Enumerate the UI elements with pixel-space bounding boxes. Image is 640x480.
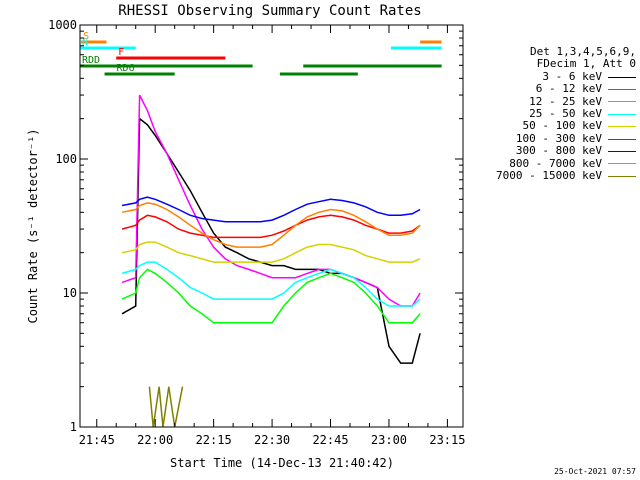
legend-entry-label: 25 - 50 keV [529, 107, 602, 121]
legend-swatch [608, 126, 636, 128]
legend-swatch [608, 88, 636, 90]
series-line-7 [121, 196, 421, 223]
y-tick-label: 10 [63, 286, 77, 300]
y-axis-label: Count Rate (s⁻¹ detector⁻¹) [26, 128, 40, 323]
legend-entry-label: 100 - 300 keV [515, 131, 602, 145]
series-line-1 [121, 117, 421, 364]
legend-entry: 100 - 300 keV [496, 131, 636, 145]
flag-label-f: F [118, 47, 124, 58]
y-tick-label: 1 [70, 420, 77, 434]
x-axis-label: Start Time (14-Dec-13 21:40:42) [170, 456, 394, 470]
legend-swatch [608, 175, 636, 177]
legend-entry: 7000 - 15000 keV [496, 169, 636, 183]
legend: Det 1,3,4,5,6,9, FDecim 1, Att 0 3 - 6 k… [496, 45, 636, 183]
series-line-9 [148, 386, 184, 428]
legend-entry-label: 800 - 7000 keV [509, 156, 602, 170]
legend-entry: 6 - 12 keV [496, 82, 636, 96]
flag-label-rd6: RD6 [117, 63, 135, 74]
x-tick-label: 22:00 [137, 433, 173, 447]
series-line-4 [121, 261, 421, 307]
x-tick-label: 21:45 [79, 433, 115, 447]
legend-entry-label: 6 - 12 keV [535, 82, 602, 96]
legend-swatch [608, 138, 636, 140]
legend-entry-label: 300 - 800 keV [515, 144, 602, 158]
series-line-2 [121, 94, 421, 307]
series-line-5 [121, 241, 421, 263]
legend-entry-label: 50 - 100 keV [522, 119, 602, 133]
legend-entry-label: 7000 - 15000 keV [496, 169, 602, 183]
legend-swatch [608, 150, 636, 152]
series-line-6 [121, 214, 421, 239]
legend-swatch [608, 113, 636, 115]
flag-label-n: N [82, 37, 88, 48]
legend-swatch [608, 101, 636, 103]
x-tick-label: 22:30 [254, 433, 290, 447]
flag-label-rdd: RDD [82, 55, 100, 66]
x-tick-label: 22:45 [312, 433, 348, 447]
flag-label-s: S [83, 31, 89, 42]
x-tick-label: 23:15 [429, 433, 465, 447]
chart-title: RHESSI Observing Summary Count Rates [118, 3, 422, 19]
legend-entry: 12 - 25 keV [496, 94, 636, 108]
legend-entry: 3 - 6 keV [496, 69, 636, 83]
plot-frame [79, 24, 464, 428]
legend-swatch [608, 163, 636, 165]
legend-header-line-2: FDecim 1, Att 0 [536, 57, 636, 71]
y-tick-label: 100 [55, 152, 77, 166]
x-tick-label: 22:15 [196, 433, 232, 447]
legend-entry: 800 - 7000 keV [496, 156, 636, 170]
y-tick-label: 1000 [48, 18, 77, 32]
generation-timestamp: 25-Oct-2021 07:57 [554, 467, 636, 476]
x-tick-label: 23:00 [371, 433, 407, 447]
legend-swatch [608, 76, 636, 78]
legend-entry: 50 - 100 keV [496, 120, 636, 132]
legend-entry: 300 - 800 keV [496, 144, 636, 158]
series-line-8 [121, 202, 421, 248]
legend-entry-label: 3 - 6 keV [542, 69, 602, 83]
legend-entry: 25 - 50 keV [496, 107, 636, 121]
series-line-3 [121, 268, 421, 324]
legend-entry-label: 12 - 25 keV [529, 94, 602, 108]
legend-header-line-1: Det 1,3,4,5,6,9, [530, 45, 636, 58]
